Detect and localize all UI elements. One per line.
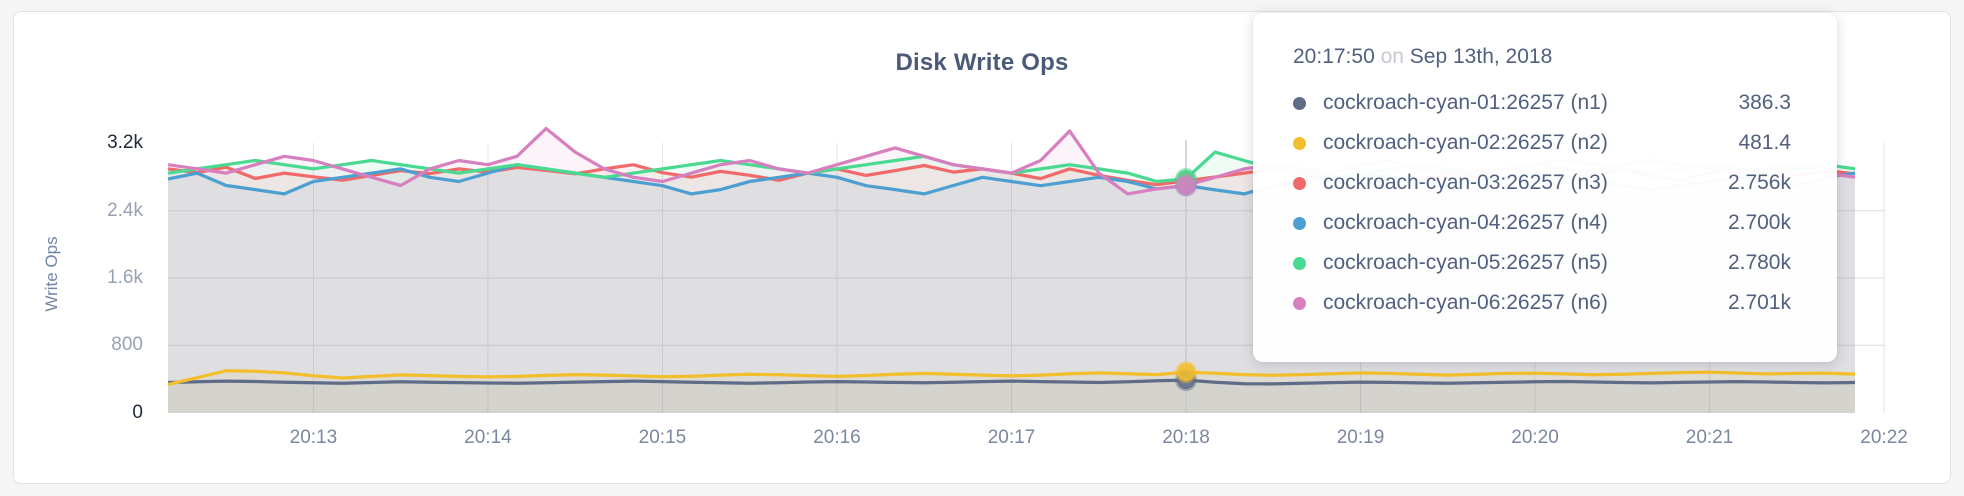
tooltip-separator: on <box>1380 45 1404 68</box>
tooltip-row-n5: cockroach-cyan-05:26257 (n5) 2.780k <box>1293 243 1791 283</box>
series-line-n1 <box>167 378 1856 386</box>
hover-point-n6 <box>1175 174 1197 197</box>
series-color-dot-n2 <box>1293 136 1306 150</box>
series-color-dot-n6 <box>1293 296 1306 310</box>
x-tick-label-20:18: 20:18 <box>1162 427 1210 448</box>
y-tick-label-1.6k: 1.6k <box>107 267 143 289</box>
tooltip-row-n1: cockroach-cyan-01:26257 (n1) 386.3 <box>1293 83 1791 123</box>
tooltip-row-n2: cockroach-cyan-02:26257 (n2) 481.4 <box>1293 123 1791 163</box>
y-tick-label-2.4k: 2.4k <box>107 199 143 221</box>
tooltip-time: 20:17:50 <box>1293 45 1375 68</box>
x-tick-label-20:17: 20:17 <box>987 427 1036 448</box>
x-tick-label-20:14: 20:14 <box>464 427 512 448</box>
tooltip-series-value: 2.701k <box>1727 291 1791 314</box>
y-tick-label-800: 800 <box>111 334 143 356</box>
tooltip-series-value: 386.3 <box>1738 91 1791 114</box>
tooltip-row-n4: cockroach-cyan-04:26257 (n4) 2.700k <box>1293 203 1791 243</box>
tooltip-rows: cockroach-cyan-01:26257 (n1) 386.3 cockroa… <box>1293 83 1791 323</box>
x-tick-label-20:21: 20:21 <box>1685 427 1734 448</box>
tooltip-series-name: cockroach-cyan-05:26257 (n5) <box>1323 251 1608 274</box>
x-tick-label-20:20: 20:20 <box>1511 427 1559 448</box>
series-color-dot-n1 <box>1293 96 1306 110</box>
series-color-dot-n5 <box>1293 256 1306 270</box>
hover-point-n2 <box>1175 361 1197 384</box>
tooltip-series-value: 2.780k <box>1727 251 1791 274</box>
tooltip-series-name: cockroach-cyan-04:26257 (n4) <box>1323 211 1608 234</box>
tooltip-series-name: cockroach-cyan-02:26257 (n2) <box>1323 131 1608 154</box>
tooltip-row-n3: cockroach-cyan-03:26257 (n3) 2.756k <box>1293 163 1791 203</box>
x-tick-label-20:15: 20:15 <box>638 427 687 448</box>
series-line-n2 <box>167 369 1856 386</box>
x-tick-label-20:13: 20:13 <box>289 427 338 448</box>
tooltip-series-name: cockroach-cyan-06:26257 (n6) <box>1323 291 1608 314</box>
tooltip-date: Sep 13th, 2018 <box>1409 45 1553 68</box>
tooltip-series-value: 2.700k <box>1727 211 1791 234</box>
series-area-n1 <box>168 380 1855 413</box>
tooltip-row-n6: cockroach-cyan-06:26257 (n6) 2.701k <box>1293 283 1791 323</box>
series-color-dot-n4 <box>1293 216 1306 230</box>
y-tick-label-3.2k: 3.2k <box>107 132 143 154</box>
hover-tooltip: 20:17:50 on Sep 13th, 2018 cockroach-cya… <box>1253 13 1837 362</box>
x-tick-label-20:16: 20:16 <box>813 427 861 448</box>
tooltip-series-value: 2.756k <box>1727 171 1791 194</box>
tooltip-series-name: cockroach-cyan-03:26257 (n3) <box>1323 171 1608 194</box>
x-tick-label-20:19: 20:19 <box>1336 427 1385 448</box>
chart-title: Disk Write Ops <box>895 49 1069 76</box>
series-color-dot-n3 <box>1293 176 1306 190</box>
tooltip-series-value: 481.4 <box>1738 131 1791 154</box>
x-tick-label-20:22: 20:22 <box>1860 427 1908 448</box>
tooltip-header: 20:17:50 on Sep 13th, 2018 <box>1293 43 1791 71</box>
tooltip-series-name: cockroach-cyan-01:26257 (n1) <box>1323 91 1608 114</box>
y-tick-label-0: 0 <box>132 401 143 423</box>
